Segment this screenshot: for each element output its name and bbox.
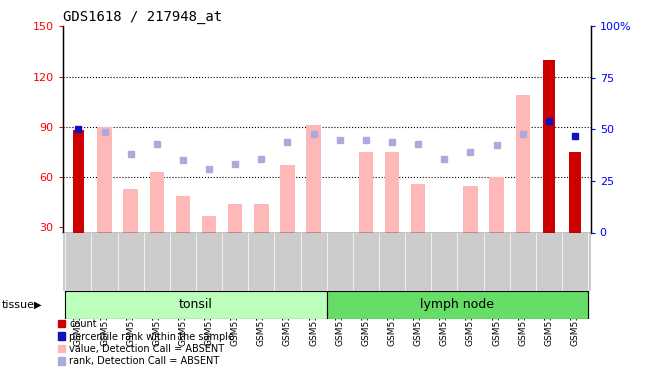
Bar — [359, 152, 373, 232]
Bar — [254, 204, 269, 232]
Text: ▶: ▶ — [34, 300, 42, 310]
Legend: count, percentile rank within the sample, value, Detection Call = ABSENT, rank, : count, percentile rank within the sample… — [57, 319, 234, 366]
Bar — [569, 152, 581, 232]
Bar — [176, 196, 190, 232]
Bar — [385, 152, 399, 232]
Bar — [490, 177, 504, 232]
Text: GDS1618 / 217948_at: GDS1618 / 217948_at — [63, 10, 222, 24]
Bar — [306, 125, 321, 232]
Text: tonsil: tonsil — [179, 298, 213, 311]
Text: tissue: tissue — [2, 300, 35, 310]
Bar — [65, 291, 327, 319]
Bar — [73, 130, 84, 232]
Bar — [543, 60, 555, 232]
Bar — [280, 165, 294, 232]
Bar — [150, 172, 164, 232]
Bar — [327, 291, 588, 319]
Bar — [97, 127, 112, 232]
Bar — [463, 186, 478, 232]
Text: lymph node: lymph node — [420, 298, 494, 311]
Bar — [411, 184, 426, 232]
Bar — [515, 95, 530, 232]
Bar — [202, 216, 216, 232]
Bar — [437, 232, 451, 244]
Bar — [123, 189, 138, 232]
Bar — [228, 204, 242, 232]
